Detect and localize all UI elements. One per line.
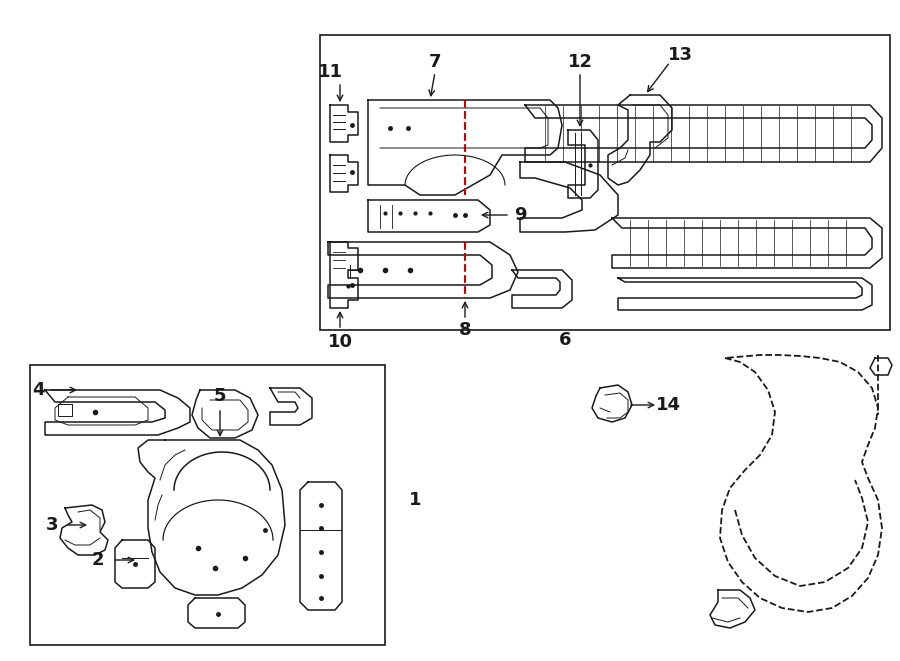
Text: 5: 5 (214, 387, 226, 405)
Polygon shape (520, 162, 618, 232)
Polygon shape (368, 200, 490, 232)
Text: 10: 10 (328, 333, 353, 351)
Polygon shape (115, 540, 155, 588)
Polygon shape (55, 397, 148, 425)
Polygon shape (328, 242, 518, 298)
Text: 7: 7 (428, 53, 441, 71)
Polygon shape (618, 278, 872, 310)
Polygon shape (608, 95, 672, 185)
Text: 14: 14 (655, 396, 680, 414)
Text: 6: 6 (559, 331, 572, 349)
Bar (30, 365, 385, 645)
Polygon shape (525, 105, 882, 162)
Polygon shape (300, 482, 342, 610)
Polygon shape (58, 404, 72, 416)
Text: 13: 13 (668, 46, 692, 64)
Text: 9: 9 (514, 206, 526, 224)
Text: 3: 3 (46, 516, 58, 534)
Polygon shape (192, 390, 258, 438)
Text: 2: 2 (92, 551, 104, 569)
Polygon shape (612, 218, 882, 268)
Polygon shape (512, 270, 572, 308)
Text: 1: 1 (409, 491, 421, 509)
Bar (320, 35, 890, 330)
Text: 11: 11 (318, 63, 343, 81)
Polygon shape (188, 598, 245, 628)
Polygon shape (45, 390, 190, 435)
Polygon shape (710, 590, 755, 628)
Polygon shape (60, 505, 108, 555)
Polygon shape (270, 388, 312, 425)
Polygon shape (592, 385, 632, 422)
Polygon shape (330, 155, 358, 192)
Text: 8: 8 (459, 321, 472, 339)
Polygon shape (568, 130, 598, 198)
Polygon shape (368, 100, 562, 195)
Text: 4: 4 (32, 381, 44, 399)
Polygon shape (138, 440, 285, 595)
Polygon shape (330, 105, 358, 142)
Text: 12: 12 (568, 53, 592, 71)
Polygon shape (870, 358, 892, 375)
Polygon shape (330, 242, 358, 308)
